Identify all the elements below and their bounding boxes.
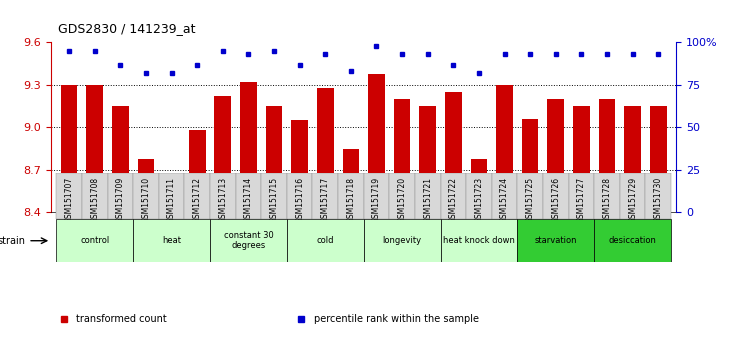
Text: GSM151724: GSM151724 xyxy=(500,177,509,223)
FancyBboxPatch shape xyxy=(133,173,159,219)
FancyBboxPatch shape xyxy=(159,173,184,219)
Bar xyxy=(548,99,564,212)
Bar xyxy=(86,85,103,212)
FancyBboxPatch shape xyxy=(235,173,261,219)
FancyBboxPatch shape xyxy=(543,173,569,219)
Text: GSM151714: GSM151714 xyxy=(244,177,253,223)
Text: GSM151713: GSM151713 xyxy=(219,177,227,223)
FancyBboxPatch shape xyxy=(287,219,364,262)
FancyBboxPatch shape xyxy=(390,173,415,219)
FancyBboxPatch shape xyxy=(261,173,287,219)
Text: longevity: longevity xyxy=(382,236,422,245)
Bar xyxy=(650,106,667,212)
Text: GDS2830 / 141239_at: GDS2830 / 141239_at xyxy=(58,22,196,35)
FancyBboxPatch shape xyxy=(184,173,210,219)
Text: starvation: starvation xyxy=(534,236,577,245)
Bar xyxy=(317,88,333,212)
FancyBboxPatch shape xyxy=(312,173,338,219)
Bar xyxy=(368,74,385,212)
Bar xyxy=(163,177,180,212)
Text: GSM151718: GSM151718 xyxy=(346,177,355,223)
Bar xyxy=(343,149,359,212)
Bar xyxy=(112,106,129,212)
Bar xyxy=(189,130,205,212)
Text: GSM151727: GSM151727 xyxy=(577,177,586,223)
Text: GSM151712: GSM151712 xyxy=(193,177,202,223)
Text: GSM151722: GSM151722 xyxy=(449,177,458,223)
FancyBboxPatch shape xyxy=(466,173,492,219)
FancyBboxPatch shape xyxy=(82,173,107,219)
Text: GSM151728: GSM151728 xyxy=(602,177,612,223)
Text: transformed count: transformed count xyxy=(76,314,167,324)
Text: GSM151708: GSM151708 xyxy=(90,177,99,223)
Text: GSM151721: GSM151721 xyxy=(423,177,432,223)
FancyBboxPatch shape xyxy=(364,219,441,262)
Text: GSM151726: GSM151726 xyxy=(551,177,560,223)
FancyBboxPatch shape xyxy=(594,219,671,262)
FancyBboxPatch shape xyxy=(620,173,645,219)
Text: constant 30
degrees: constant 30 degrees xyxy=(224,231,273,250)
FancyBboxPatch shape xyxy=(287,173,312,219)
Bar xyxy=(214,96,231,212)
Bar xyxy=(496,85,513,212)
Text: heat knock down: heat knock down xyxy=(443,236,515,245)
FancyBboxPatch shape xyxy=(210,219,287,262)
Text: GSM151723: GSM151723 xyxy=(474,177,483,223)
Bar xyxy=(445,92,462,212)
Bar xyxy=(420,106,436,212)
FancyBboxPatch shape xyxy=(364,173,390,219)
FancyBboxPatch shape xyxy=(645,173,671,219)
Text: GSM151710: GSM151710 xyxy=(141,177,151,223)
Text: desiccation: desiccation xyxy=(609,236,656,245)
FancyBboxPatch shape xyxy=(441,173,466,219)
Text: percentile rank within the sample: percentile rank within the sample xyxy=(314,314,479,324)
FancyBboxPatch shape xyxy=(518,219,594,262)
Bar xyxy=(394,99,410,212)
Text: GSM151725: GSM151725 xyxy=(526,177,534,223)
FancyBboxPatch shape xyxy=(518,173,543,219)
Bar xyxy=(61,85,77,212)
Bar xyxy=(240,82,257,212)
Text: GSM151707: GSM151707 xyxy=(64,177,74,223)
FancyBboxPatch shape xyxy=(56,173,82,219)
Text: GSM151716: GSM151716 xyxy=(295,177,304,223)
FancyBboxPatch shape xyxy=(338,173,364,219)
FancyBboxPatch shape xyxy=(56,219,133,262)
Text: GSM151711: GSM151711 xyxy=(167,177,176,223)
FancyBboxPatch shape xyxy=(210,173,235,219)
FancyBboxPatch shape xyxy=(594,173,620,219)
Text: control: control xyxy=(80,236,110,245)
Text: GSM151717: GSM151717 xyxy=(321,177,330,223)
Text: GSM151719: GSM151719 xyxy=(372,177,381,223)
Text: GSM151709: GSM151709 xyxy=(115,177,125,223)
FancyBboxPatch shape xyxy=(415,173,441,219)
Text: cold: cold xyxy=(317,236,334,245)
Text: heat: heat xyxy=(162,236,181,245)
Bar xyxy=(573,106,590,212)
Bar xyxy=(265,106,282,212)
Text: GSM151730: GSM151730 xyxy=(654,177,663,223)
Bar xyxy=(522,119,539,212)
Bar xyxy=(292,120,308,212)
Bar xyxy=(471,159,488,212)
Text: GSM151720: GSM151720 xyxy=(398,177,406,223)
FancyBboxPatch shape xyxy=(133,219,210,262)
Text: GSM151715: GSM151715 xyxy=(270,177,279,223)
FancyBboxPatch shape xyxy=(441,219,518,262)
Text: strain: strain xyxy=(0,236,26,246)
FancyBboxPatch shape xyxy=(569,173,594,219)
Bar xyxy=(599,99,616,212)
Bar xyxy=(624,106,641,212)
Bar xyxy=(137,159,154,212)
Text: GSM151729: GSM151729 xyxy=(628,177,637,223)
FancyBboxPatch shape xyxy=(107,173,133,219)
FancyBboxPatch shape xyxy=(492,173,518,219)
